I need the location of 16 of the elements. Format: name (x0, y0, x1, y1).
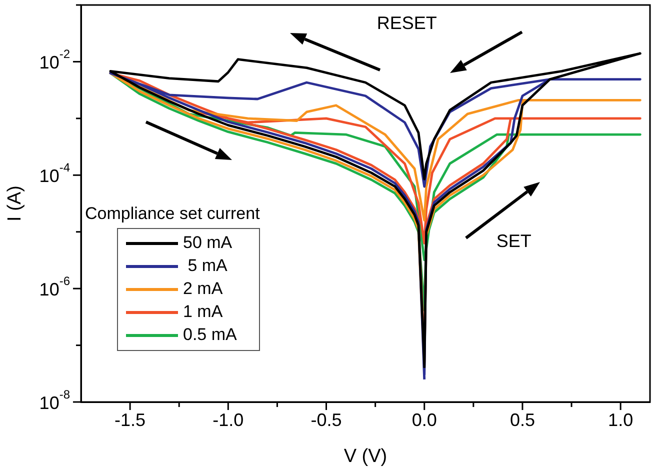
legend-label: 2 mA (183, 279, 223, 299)
y-axis-title: I (A) (4, 186, 26, 222)
annotation: SET (496, 231, 532, 252)
legend-label: 50 mA (183, 233, 232, 253)
legend-label: 1 mA (183, 302, 223, 322)
legend-label: 5 mA (186, 256, 228, 276)
x-tick-label: -1.0 (212, 410, 244, 430)
x-axis-title: V (V) (344, 446, 388, 467)
x-tick-label: 0.5 (510, 410, 535, 430)
legend-title: Compliance set current (85, 204, 260, 224)
annotation: RESET (376, 12, 437, 34)
x-tick-label: 0.0 (412, 410, 437, 430)
x-tick-label: 1.0 (608, 410, 634, 430)
legend-label: 0.5 mA (183, 325, 237, 345)
x-tick-label: -0.5 (310, 410, 342, 430)
x-tick-label: -1.5 (114, 410, 146, 430)
